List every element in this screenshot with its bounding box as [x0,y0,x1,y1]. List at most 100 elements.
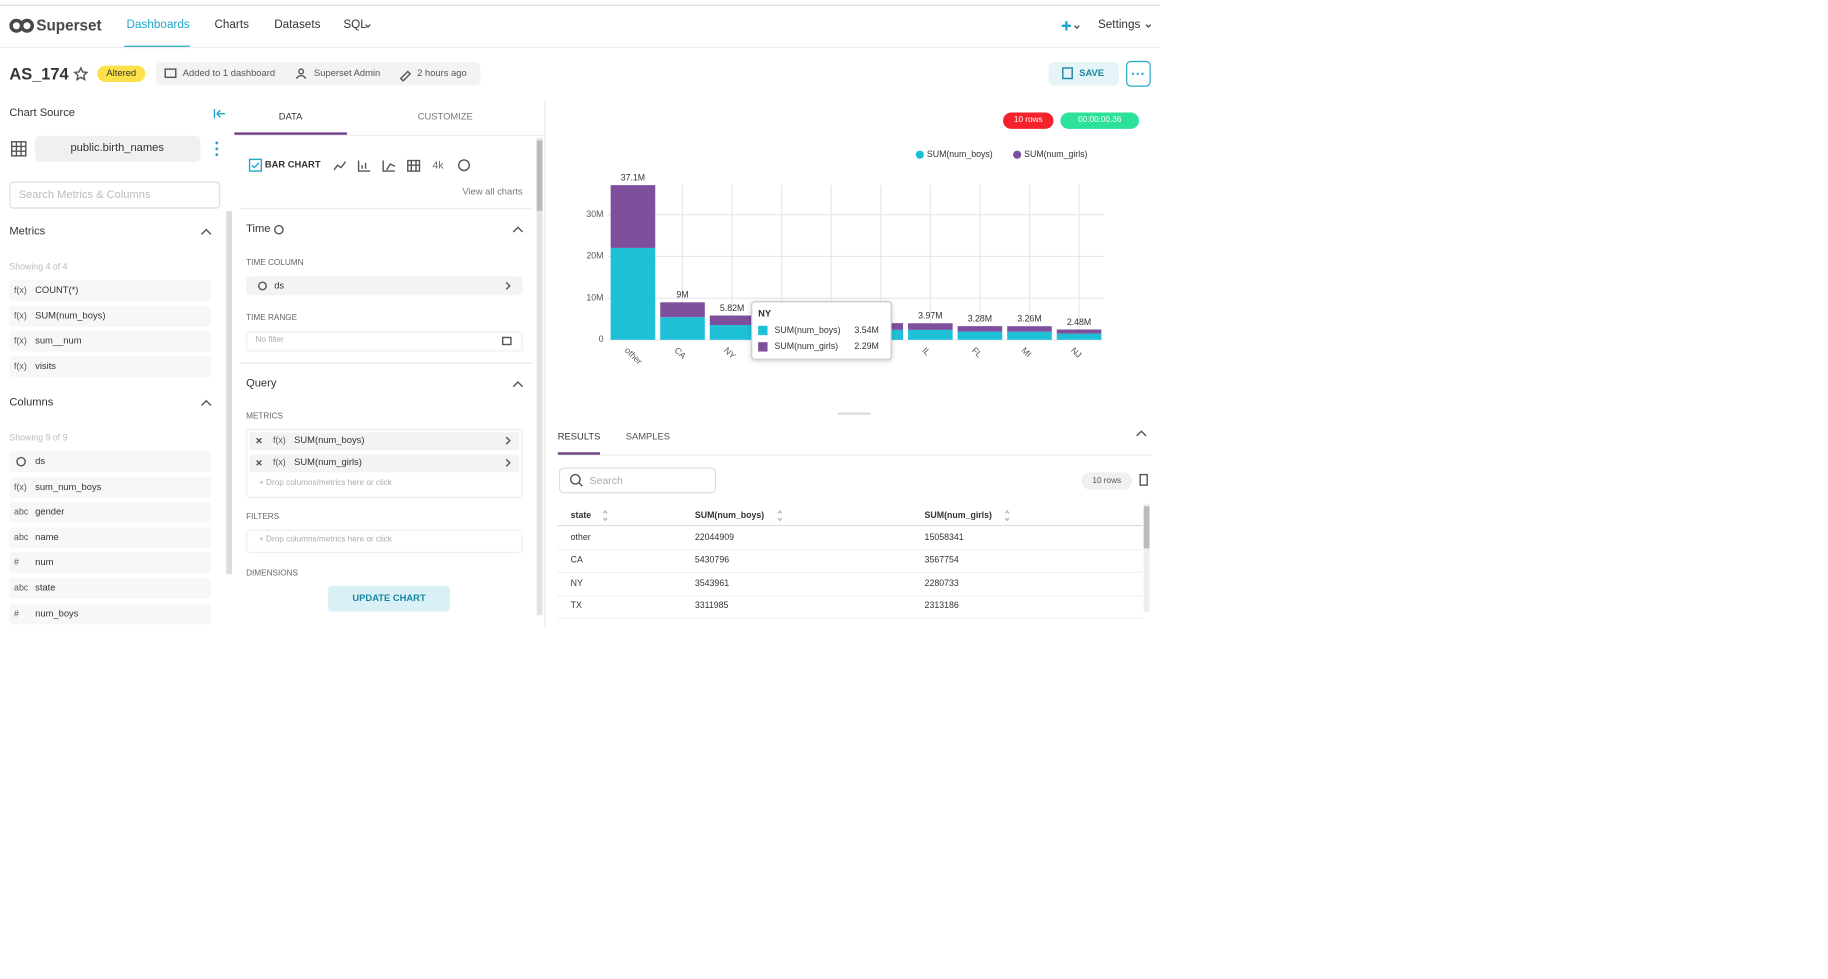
remove-metric-icons[interactable] [256,437,262,466]
tab[interactable]: CUSTOMIZE [417,111,473,122]
metrics-collapse[interactable] [201,228,212,235]
x-tick-label: NY [722,345,738,361]
update-button[interactable] [328,585,450,612]
section-heading: Columns [9,396,54,409]
bar-chart-icon[interactable] [357,160,371,172]
chart-title: AS_174 [9,64,69,84]
drop-hint[interactable]: + Drop columns/metrics here or click [258,479,392,488]
duration-pill [1060,112,1139,129]
bar-segment [1056,329,1102,334]
sort-icons[interactable] [602,509,1010,522]
tooltip [751,301,892,360]
table-cell: NY [570,577,583,588]
resize-handle[interactable] [837,412,871,415]
list-item[interactable] [9,330,211,352]
search-input[interactable] [9,181,221,209]
time-range-field[interactable] [246,331,523,352]
list-item[interactable] [9,577,211,599]
list-item[interactable] [9,552,211,574]
update-label[interactable]: UPDATE CHART [352,592,426,604]
header-border [0,46,1161,49]
list-item[interactable] [9,280,211,302]
left-scrollbar[interactable] [226,210,233,575]
row-count-pill [1081,472,1132,490]
table-chart-icon[interactable] [407,159,421,172]
viz-checkbox[interactable] [248,158,263,172]
area-chart-icon[interactable] [382,160,396,172]
nav-link[interactable]: SQL [343,18,367,32]
table-scroll-thumb[interactable] [1143,506,1150,549]
metric-chip[interactable] [249,454,520,473]
list-item[interactable] [9,603,211,625]
tab[interactable]: DATA [278,111,303,122]
query-collapse[interactable] [512,381,524,388]
metric-open-icons[interactable] [505,436,511,467]
results-search[interactable] [558,467,716,494]
filters-box[interactable] [246,529,523,554]
item-name: COUNT(*) [35,284,79,296]
nav-link[interactable]: Dashboards [126,18,190,32]
add-icon[interactable] [1061,21,1072,31]
tooltip-swatch [758,325,768,336]
list-item[interactable] [9,355,211,378]
list-item[interactable] [9,501,211,523]
view-all-charts[interactable]: View all charts [462,186,523,197]
logo-icon [9,18,34,33]
bar-total-label: 2.48M [1067,317,1091,327]
tab-border [234,134,545,136]
list-item[interactable] [9,527,211,549]
datasource-pill[interactable] [35,135,201,162]
copy-icon[interactable] [1139,473,1148,486]
bar-segment [957,331,1003,340]
search-placeholder: Search [589,474,623,487]
tab[interactable]: RESULTS [557,431,601,442]
more-icon[interactable] [1131,72,1144,75]
list-item[interactable] [9,451,211,473]
favorite-star[interactable] [73,66,89,81]
time-column-open[interactable] [505,281,511,290]
drop-hint[interactable]: + Drop columns/metrics here or click [258,535,392,544]
bar-segment [610,247,656,340]
item-type: abc [14,531,29,543]
y-tick-label: 0 [599,334,604,344]
tab[interactable]: SAMPLES [625,431,671,442]
field-label: METRICS [246,412,283,421]
control-scroll-thumb[interactable] [536,140,543,211]
nav-link[interactable]: Charts [214,18,249,32]
results-collapse[interactable] [1136,430,1147,437]
settings-menu[interactable]: Settings [1097,18,1141,32]
metric-chip[interactable] [249,432,520,450]
table-header[interactable]: SUM(num_girls) [924,509,992,521]
control-scrollbar[interactable] [536,138,543,616]
meta-item: Added to 1 dashboard [182,67,276,79]
big-number-icon[interactable]: 4k [432,159,444,172]
section-heading: Query [246,377,277,391]
tooltip-value: 3.54M [854,324,879,336]
save-label[interactable]: SAVE [1079,67,1105,79]
calendar-icon[interactable] [501,336,512,346]
nav-link[interactable]: Datasets [274,18,321,32]
datasource-menu[interactable] [215,141,219,157]
time-collapse[interactable] [512,226,524,233]
metric-name: SUM(num_girls) [294,457,362,468]
collapse-icon[interactable] [213,108,225,119]
pie-chart-icon[interactable] [458,159,471,172]
tab-underline [234,132,347,135]
table-header[interactable]: SUM(num_boys) [694,509,765,521]
list-item[interactable] [9,305,211,327]
more-button[interactable] [1126,60,1151,87]
section-count: Showing 9 of 9 [9,432,68,443]
edit-icon [399,70,412,82]
table-cell: other [570,531,591,543]
line-chart-icon[interactable] [333,161,347,171]
time-column-field[interactable] [246,276,523,296]
table-header[interactable]: state [570,509,592,521]
table-cell: 22044909 [694,531,734,543]
list-item[interactable] [9,476,211,498]
item-name: sum__num [35,335,82,346]
table-cell: 2313186 [924,599,959,611]
datasource-name: public.birth_names [70,141,164,155]
table-scrollbar[interactable] [1143,503,1150,612]
table-cell: 15058341 [924,531,964,543]
columns-collapse[interactable] [201,399,212,406]
